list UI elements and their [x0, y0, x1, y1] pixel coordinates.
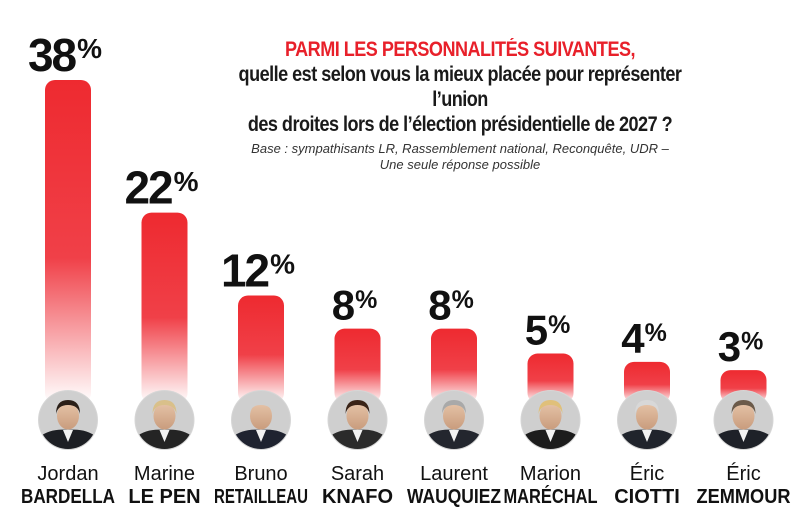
avatar-7 — [617, 390, 677, 450]
chart-base-note-2: Une seule réponse possible — [379, 157, 541, 172]
avatar-3 — [231, 390, 291, 450]
value-label-4: 8% — [332, 282, 377, 329]
bar-5 — [431, 328, 477, 403]
value-label-1: 38% — [28, 29, 102, 81]
avatars-layer — [38, 390, 774, 450]
value-label-5: 8% — [428, 282, 473, 329]
value-label-2: 22% — [124, 162, 198, 214]
bars-layer — [45, 80, 767, 403]
first-name-8: Éric — [726, 462, 760, 485]
avatar-8 — [713, 390, 774, 450]
chart-title-highlight: PARMI LES PERSONNALITÉS SUIVANTES, — [284, 38, 636, 61]
value-label-3: 12% — [221, 245, 295, 297]
bar-1 — [45, 80, 91, 403]
chart-question-line-1: quelle est selon vous la mieux placée po… — [238, 63, 682, 111]
last-name-5: WAUQUIEZ — [407, 486, 501, 508]
value-label-7: 4% — [621, 315, 666, 362]
last-name-2: LE PEN — [128, 486, 200, 508]
last-name-8: ZEMMOUR — [697, 486, 791, 508]
bar-4 — [334, 328, 381, 403]
bar-3 — [238, 295, 284, 403]
first-name-6: Marion — [520, 463, 581, 485]
first-name-7: Éric — [630, 462, 664, 485]
chart-question-line-2: des droites lors de l’élection président… — [247, 113, 673, 136]
last-name-3: RETAILLEAU — [214, 486, 308, 508]
bar-6 — [527, 353, 574, 403]
last-name-6: MARÉCHAL — [504, 485, 598, 508]
chart-base-note-1: Base : sympathisants LR, Rassemblement n… — [251, 141, 669, 156]
avatar-6 — [520, 390, 581, 450]
first-name-4: Sarah — [331, 463, 384, 485]
first-name-2: Marine — [134, 463, 195, 485]
avatar-1 — [38, 390, 98, 450]
last-name-4: KNAFO — [322, 486, 393, 508]
first-name-5: Laurent — [420, 463, 488, 485]
last-name-1: BARDELLA — [21, 486, 115, 508]
last-name-7: CIOTTI — [614, 486, 680, 508]
value-label-6: 5% — [525, 307, 570, 354]
avatar-4 — [327, 390, 388, 450]
first-name-3: Bruno — [234, 463, 287, 485]
chart-title-block: PARMI LES PERSONNALITÉS SUIVANTES, quell… — [190, 38, 730, 173]
value-label-8: 3% — [718, 323, 763, 370]
avatar-2 — [134, 390, 195, 450]
avatar-5 — [424, 390, 484, 450]
bar-2 — [141, 212, 188, 403]
first-name-1: Jordan — [37, 463, 98, 485]
